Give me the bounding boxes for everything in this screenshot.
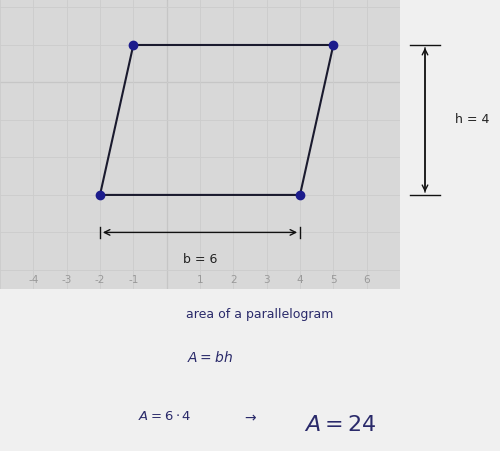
Text: $\rightarrow$: $\rightarrow$ xyxy=(242,410,258,424)
Text: b = 6: b = 6 xyxy=(183,253,217,266)
Text: h = 4: h = 4 xyxy=(455,114,490,126)
Text: $A = 6 \cdot 4$: $A = 6 \cdot 4$ xyxy=(138,410,192,423)
Text: area of a parallelogram: area of a parallelogram xyxy=(186,308,334,321)
Text: $A = bh$: $A = bh$ xyxy=(187,350,233,365)
Text: $A = 24$: $A = 24$ xyxy=(304,415,376,435)
